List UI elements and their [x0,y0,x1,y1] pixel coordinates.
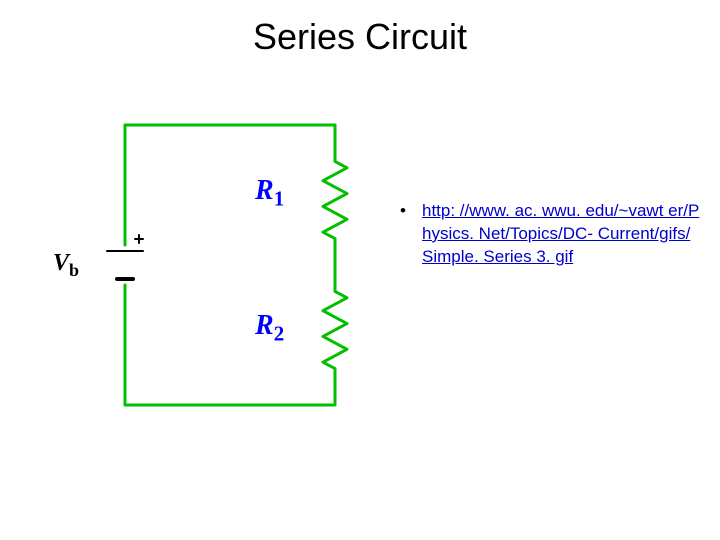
bullet-dot: • [400,200,422,269]
circuit-svg [85,115,365,415]
link-block: • http: //www. ac. wwu. edu/~vawt er/Phy… [400,200,700,269]
label-vb: Vb [53,250,79,281]
circuit-diagram: Vb R1 R2 [85,115,365,415]
label-r2: R2 [255,310,284,347]
label-r1: R1 [255,175,284,212]
source-link[interactable]: http: //www. ac. wwu. edu/~vawt er/Physi… [422,201,699,266]
page-title: Series Circuit [0,16,720,58]
